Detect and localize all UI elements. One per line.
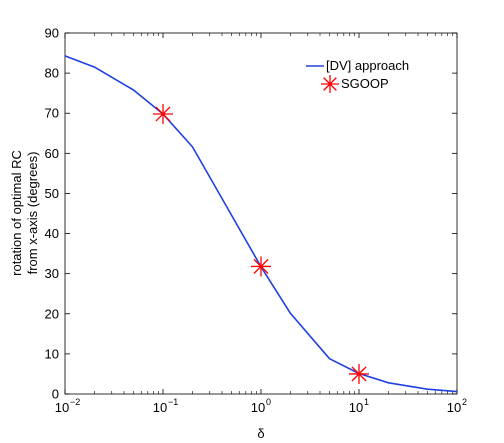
asterisk-stroke (155, 106, 171, 122)
legend: [DV] approach SGOOP (306, 58, 409, 93)
legend-asterisk-swatch (321, 75, 339, 93)
ticks (64, 32, 458, 395)
y-tick-labels: 0 10 20 30 40 50 60 70 80 90 (45, 26, 59, 402)
x-tick-labels: 10 −2 10 −1 10 0 10 1 10 2 (55, 397, 467, 415)
x-tick-exponent: −1 (168, 397, 178, 407)
series-layer (64, 55, 458, 393)
x-tick-exponent: 1 (364, 397, 369, 407)
legend-asterisk-marker (321, 75, 339, 93)
y-axis-label-line2: from x-axis (degrees) (25, 152, 40, 275)
x-tick-exponent: 0 (266, 397, 271, 407)
x-tick-base: 10 (447, 400, 461, 415)
legend-label-sgoop: SGOOP (341, 76, 389, 91)
x-tick-base: 10 (349, 400, 363, 415)
x-tick-base: 10 (251, 400, 265, 415)
y-tick-label: 30 (45, 266, 59, 281)
x-tick-label: 10 1 (349, 397, 369, 415)
x-tick-label: 10 −2 (55, 397, 81, 415)
y-tick-label: 80 (45, 66, 59, 81)
x-axis-label: δ (257, 426, 264, 441)
y-tick-label: 0 (52, 387, 59, 402)
y-tick-label: 70 (45, 106, 59, 121)
x-tick-base: 10 (153, 400, 167, 415)
y-tick-label: 40 (45, 226, 59, 241)
asterisk-stroke (351, 366, 367, 382)
asterisk-stroke (323, 77, 337, 91)
x-tick-label: 10 −1 (153, 397, 179, 415)
y-tick-label: 50 (45, 186, 59, 201)
x-tick-label: 10 2 (447, 397, 467, 415)
y-tick-label: 60 (45, 146, 59, 161)
y-tick-label: 10 (45, 346, 59, 361)
x-tick-exponent: 2 (462, 397, 467, 407)
y-tick-label: 90 (45, 26, 59, 41)
y-tick-label: 20 (45, 306, 59, 321)
sgoop-marker (153, 104, 173, 125)
sgoop-marker (349, 363, 369, 384)
x-tick-exponent: −2 (70, 397, 80, 407)
legend-label-dv: [DV] approach (326, 58, 409, 73)
y-axis-label-line1: rotation of optimal RC (9, 150, 24, 276)
x-tick-base: 10 (55, 400, 69, 415)
sgoop-marker (251, 256, 271, 277)
asterisk-stroke (253, 258, 269, 274)
plot-frame (64, 32, 458, 395)
x-tick-label: 10 0 (251, 397, 271, 415)
